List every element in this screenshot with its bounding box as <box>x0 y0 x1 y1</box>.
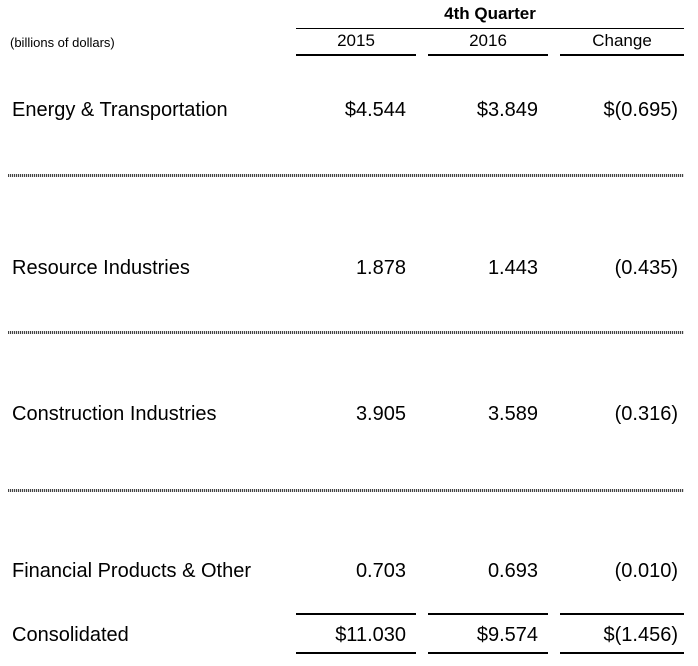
row-separator <box>8 489 684 492</box>
cell-2015: 0.703 <box>355 560 406 582</box>
row-label-consolidated: Consolidated <box>12 624 129 646</box>
total-rule <box>428 613 548 615</box>
row-separator <box>8 174 684 177</box>
cell-2015: $4.544 <box>344 99 406 121</box>
total-rule <box>560 613 684 615</box>
row-label-construction-industries: Construction Industries <box>12 403 217 425</box>
column-header-2015: 2015 <box>337 31 375 50</box>
cell-change: (0.010) <box>614 560 678 582</box>
cell-change: $(0.695) <box>603 99 679 121</box>
cell-change: (0.316) <box>614 403 678 425</box>
row-label-financial-products-other: Financial Products & Other <box>12 560 251 582</box>
cell-2015: 1.878 <box>355 257 406 279</box>
total-rule <box>296 613 416 615</box>
column-header-change: Change <box>592 31 652 50</box>
cell-2015: 3.905 <box>355 403 406 425</box>
column-header-rule <box>428 54 548 56</box>
row-label-energy-transportation: Energy & Transportation <box>12 99 228 121</box>
cell-change: (0.435) <box>614 257 678 279</box>
row-separator <box>8 331 684 334</box>
total-cell-change: $(1.456) <box>603 624 679 646</box>
total-cell-2016: $9.574 <box>476 624 538 646</box>
units-label: (billions of dollars) <box>10 35 115 50</box>
cell-2016: 1.443 <box>487 257 538 279</box>
bottom-rule <box>296 652 416 654</box>
cell-2016: $3.849 <box>476 99 538 121</box>
column-header-rule <box>296 54 416 56</box>
total-cell-2015: $11.030 <box>335 624 406 646</box>
column-header-rule <box>560 54 684 56</box>
bottom-rule <box>560 652 684 654</box>
column-header-2016: 2016 <box>469 31 507 50</box>
bottom-rule <box>428 652 548 654</box>
cell-2016: 0.693 <box>487 560 538 582</box>
cell-2016: 3.589 <box>487 403 538 425</box>
row-label-resource-industries: Resource Industries <box>12 257 190 279</box>
group-header-4th-quarter: 4th Quarter <box>444 4 536 23</box>
group-header-rule <box>296 28 684 29</box>
